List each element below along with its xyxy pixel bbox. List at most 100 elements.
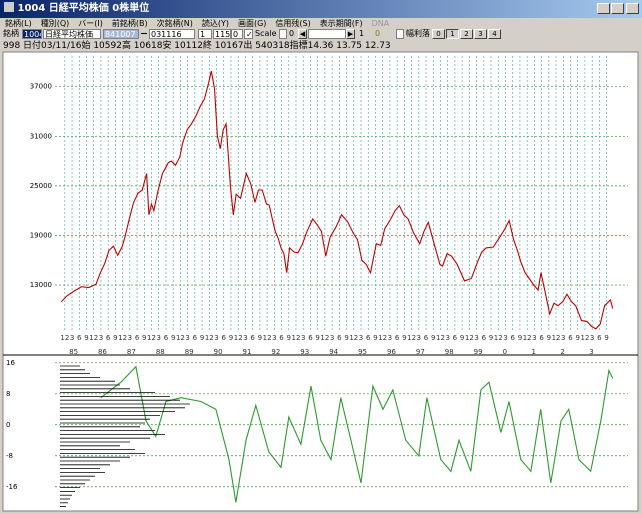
field: 1 <box>359 29 365 38</box>
end-date-field[interactable]: 031116 <box>149 29 195 39</box>
menu-item[interactable]: 画面(G) <box>237 19 267 28</box>
x-tick-label: 6 <box>135 334 140 342</box>
x-tick-label: 3 <box>330 334 334 342</box>
scale-checkbox[interactable]: ✓ <box>244 29 253 39</box>
x-tick-label: 3 <box>445 334 449 342</box>
x-tick-label: 12 <box>465 334 474 342</box>
menu-item[interactable]: 銘柄(L) <box>5 19 32 28</box>
menu-item[interactable]: バー(I) <box>78 19 103 28</box>
checkbox[interactable] <box>279 29 287 39</box>
year-label: 85 <box>69 348 78 356</box>
y-tick-label: 37000 <box>30 83 52 91</box>
x-tick-label: 12 <box>407 334 416 342</box>
x-tick-label: 9 <box>287 334 291 342</box>
code-label: 銘柄 <box>3 29 19 38</box>
x-tick-label: 12 <box>552 334 561 342</box>
x-tick-label: 3 <box>301 334 305 342</box>
x-tick-label: 9 <box>229 334 233 342</box>
menu-item: DNA <box>371 19 390 28</box>
x-tick-label: 6 <box>424 334 429 342</box>
y-tick-label: 31000 <box>30 132 52 140</box>
name-field[interactable]: 日経平均株価 <box>43 29 101 39</box>
x-tick-label: 6 <box>597 334 602 342</box>
menu-item[interactable]: 信用残(S) <box>275 19 311 28</box>
x-tick-label: 6 <box>222 334 227 342</box>
maximize-button[interactable] <box>611 3 624 14</box>
x-tick-label: 6 <box>77 334 82 342</box>
x-tick-label: 9 <box>84 334 88 342</box>
x-tick-label: 6 <box>164 334 169 342</box>
x-tick-label: 12 <box>580 334 589 342</box>
menu-item[interactable]: 読込(Y) <box>201 19 229 28</box>
x-tick-label: 12 <box>523 334 532 342</box>
close-button[interactable] <box>626 3 639 14</box>
year-label: 1 <box>531 348 535 356</box>
field[interactable]: 1 <box>198 29 212 39</box>
year-label: 98 <box>445 348 454 356</box>
x-tick-label: 9 <box>200 334 204 342</box>
year-label: 91 <box>243 348 252 356</box>
year-label: 94 <box>329 348 338 356</box>
menu-item[interactable]: 種別(Q) <box>40 19 70 28</box>
x-tick-label: 6 <box>250 334 255 342</box>
x-tick-label: 9 <box>431 334 435 342</box>
y-tick-label: -16 <box>6 483 18 491</box>
year-label: 0 <box>503 348 507 356</box>
x-tick-label: 12 <box>349 334 358 342</box>
scrollbar[interactable] <box>308 29 346 39</box>
x-tick-label: 12 <box>176 334 185 342</box>
field[interactable]: 0 <box>231 29 243 39</box>
x-tick-label: 6 <box>395 334 400 342</box>
x-tick-label: 9 <box>604 334 608 342</box>
year-label: 88 <box>156 348 165 356</box>
x-tick-label: 3 <box>185 334 189 342</box>
x-tick-label: 12 <box>60 334 69 342</box>
x-tick-label: 9 <box>171 334 175 342</box>
x-tick-label: 3 <box>503 334 507 342</box>
x-tick-label: 6 <box>539 334 544 342</box>
panel-button[interactable]: 2 <box>460 29 473 39</box>
panel-button[interactable]: 4 <box>488 29 501 39</box>
menu-item[interactable]: 次銘柄(N) <box>156 19 193 28</box>
panel-button[interactable]: 3 <box>474 29 487 39</box>
x-tick-label: 3 <box>157 334 161 342</box>
x-tick-label: 12 <box>378 334 387 342</box>
x-tick-label: 9 <box>547 334 551 342</box>
app-icon <box>4 2 14 12</box>
scroll-right[interactable]: ▶ <box>346 29 355 39</box>
menu-item[interactable]: 表示期間(F) <box>319 19 363 28</box>
start-date-field[interactable]: 841007 <box>103 29 139 39</box>
code-field[interactable]: 1004 <box>22 29 42 39</box>
y-tick-label: 0 <box>6 421 10 429</box>
x-tick-label: 12 <box>118 334 127 342</box>
x-tick-label: 9 <box>402 334 406 342</box>
x-tick-label: 12 <box>436 334 445 342</box>
x-tick-label: 3 <box>128 334 132 342</box>
panel-button[interactable]: 1 <box>446 29 459 39</box>
x-tick-label: 9 <box>344 334 348 342</box>
menu-bar: 銘柄(L) 種別(Q) バー(I) 前銘柄(B) 次銘柄(N) 読込(Y) 画面… <box>0 18 642 29</box>
x-tick-label: 3 <box>99 334 103 342</box>
range-dash <box>141 33 147 34</box>
y-tick-label: -8 <box>6 452 13 460</box>
y-tick-label: 25000 <box>30 182 52 190</box>
x-tick-label: 6 <box>279 334 284 342</box>
year-label: 86 <box>98 348 107 356</box>
x-tick-label: 9 <box>489 334 493 342</box>
menu-item[interactable]: 前銘柄(B) <box>111 19 148 28</box>
x-tick-label: 9 <box>258 334 262 342</box>
x-tick-label: 6 <box>510 334 515 342</box>
x-tick-label: 6 <box>193 334 198 342</box>
year-label: 2 <box>560 348 564 356</box>
x-tick-label: 6 <box>453 334 458 342</box>
panel-button[interactable]: 0 <box>432 29 445 39</box>
x-tick-label: 12 <box>320 334 329 342</box>
scroll-left[interactable]: ◀ <box>298 29 307 39</box>
minimize-button[interactable] <box>597 3 610 14</box>
x-tick-label: 6 <box>482 334 487 342</box>
x-tick-label: 12 <box>234 334 243 342</box>
option-checkbox[interactable] <box>396 29 404 39</box>
